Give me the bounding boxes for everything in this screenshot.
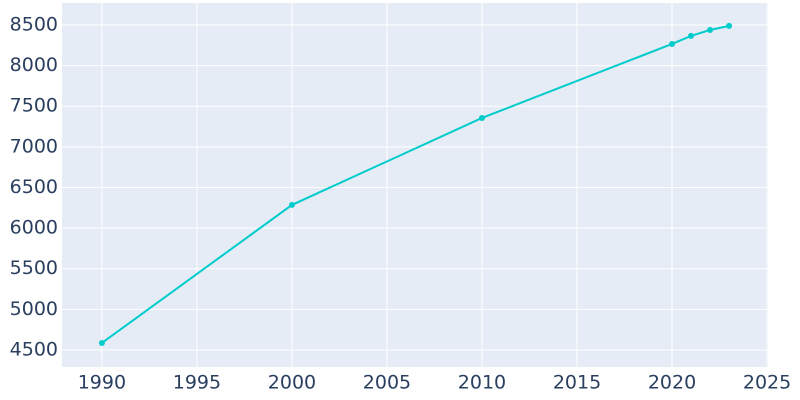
y-tick-label: 6000	[10, 217, 58, 239]
y-tick-label: 7000	[10, 135, 58, 157]
y-tick-label: 8500	[10, 13, 58, 35]
marker	[288, 201, 295, 208]
x-tick-label: 2015	[553, 372, 601, 394]
marker	[726, 22, 733, 29]
x-tick-label: 2005	[363, 372, 411, 394]
y-tick-label: 5000	[10, 298, 58, 320]
y-tick-label: 5500	[10, 257, 58, 279]
x-tick-label: 2020	[648, 372, 696, 394]
y-tick-label: 8000	[10, 54, 58, 76]
y-tick-label: 6500	[10, 176, 58, 198]
x-tick-label: 2000	[268, 372, 316, 394]
marker	[688, 32, 695, 39]
marker	[669, 40, 676, 47]
x-tick-label: 1995	[173, 372, 221, 394]
marker	[98, 339, 105, 346]
x-tick-label: 2025	[743, 372, 791, 394]
y-tick-label: 7500	[10, 95, 58, 117]
marker	[478, 114, 485, 121]
x-tick-label: 1990	[78, 372, 126, 394]
y-tick-label: 4500	[10, 338, 58, 360]
plot-area	[62, 3, 768, 367]
marker	[707, 26, 714, 33]
x-tick-label: 2010	[458, 372, 506, 394]
